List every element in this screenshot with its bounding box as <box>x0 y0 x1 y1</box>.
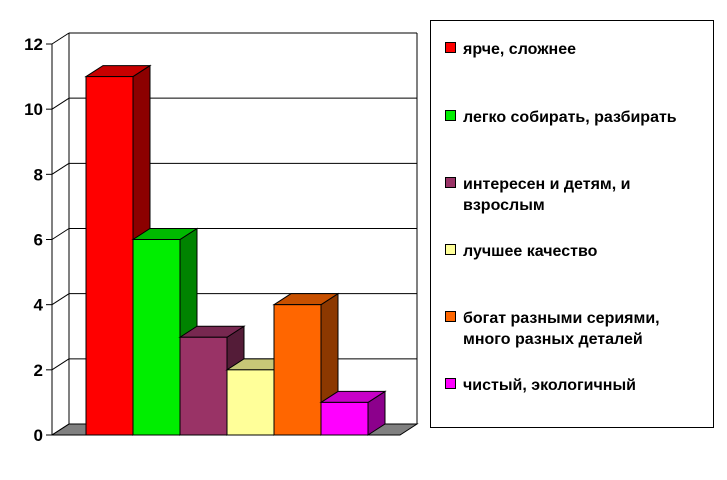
bar <box>226 369 275 436</box>
y-tick-label: 0 <box>34 426 43 445</box>
y-tick-label: 6 <box>34 231 43 250</box>
y-axis-ticks: 0 2 4 6 8 10 12 <box>24 35 52 445</box>
gridline-side <box>51 358 70 371</box>
legend-item: чистый, экологичный <box>445 375 710 396</box>
y-tick-label: 2 <box>34 361 43 380</box>
gridline-side <box>51 162 70 175</box>
legend-item: ярче, сложнее <box>445 39 710 60</box>
legend-item: лучшее качество <box>445 241 710 262</box>
legend-swatch <box>445 244 456 255</box>
legend-label: интересен и детям, и взрослым <box>463 176 631 214</box>
gridline-side <box>51 293 70 306</box>
legend-swatch <box>445 311 456 322</box>
bar <box>273 304 322 436</box>
bar <box>85 76 134 436</box>
legend-swatch <box>445 110 456 121</box>
legend-swatch <box>445 378 456 389</box>
legend-item: легко собирать, разбирать <box>445 107 710 128</box>
bars <box>84 64 387 436</box>
legend-item: богат разными сериями, много разных дета… <box>445 308 710 350</box>
y-tick-label: 10 <box>24 100 43 119</box>
legend-label: лучшее качество <box>463 243 598 260</box>
gridline-side <box>51 32 70 45</box>
legend-swatch <box>445 42 456 53</box>
legend-swatch <box>445 177 456 188</box>
bar <box>132 239 181 436</box>
gridline-side <box>51 97 70 110</box>
y-tick-label: 12 <box>24 35 43 54</box>
bar <box>320 401 369 436</box>
bar <box>179 336 228 436</box>
legend-label: легко собирать, разбирать <box>463 109 677 126</box>
legend: ярче, сложнее легко собирать, разбирать … <box>430 20 714 428</box>
legend-item: интересен и детям, и взрослым <box>445 174 710 216</box>
legend-label: ярче, сложнее <box>463 41 577 58</box>
gridline-side <box>51 228 70 240</box>
gridline-side <box>51 423 70 436</box>
y-tick-label: 8 <box>34 165 43 184</box>
y-tick-label: 4 <box>34 296 44 315</box>
legend-label: чистый, экологичный <box>463 377 636 394</box>
legend-label: богат разными сериями, много разных дета… <box>463 310 660 348</box>
